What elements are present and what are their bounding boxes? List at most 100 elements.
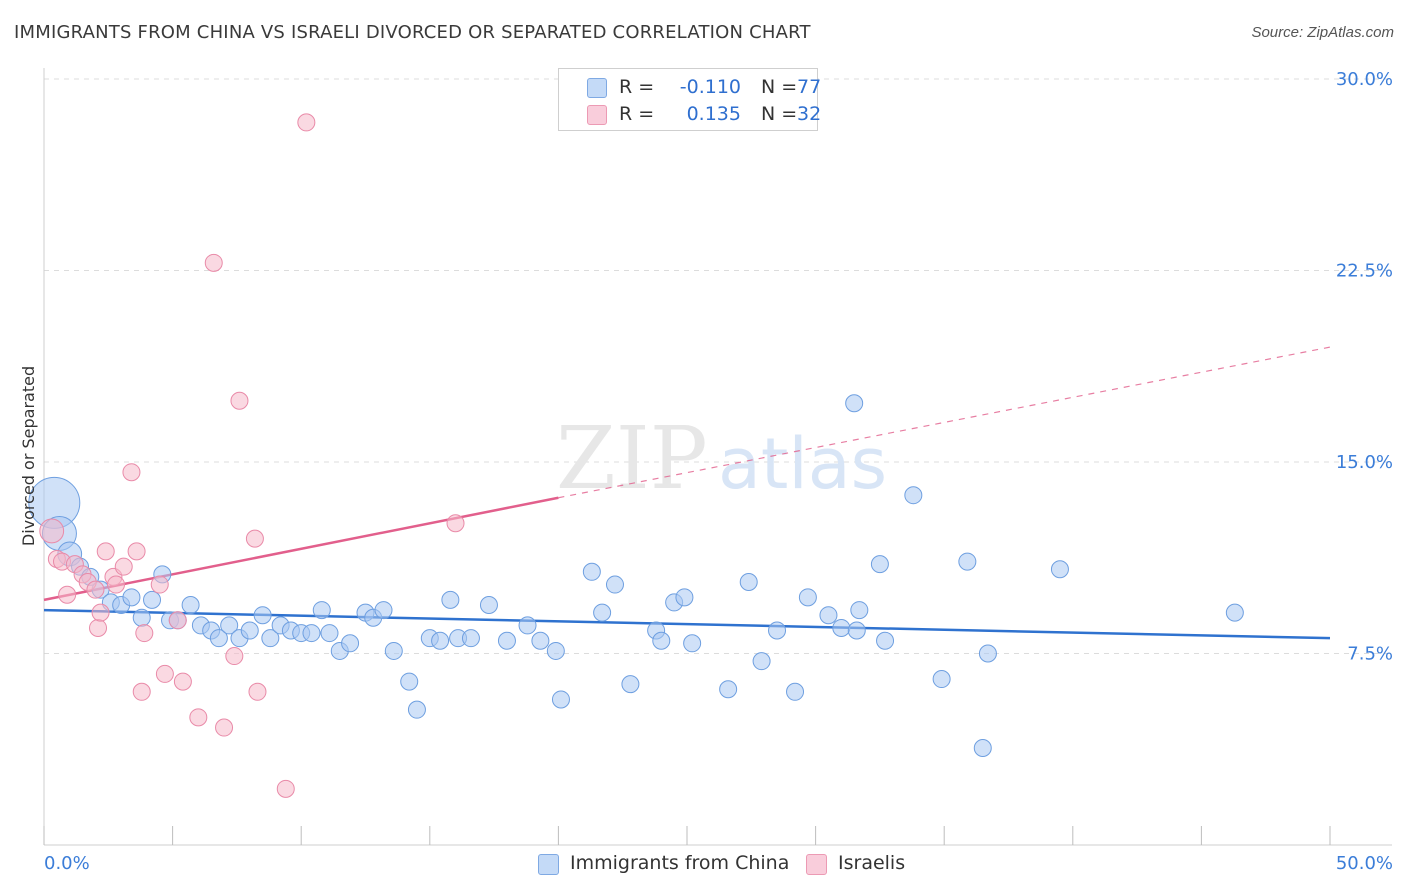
china-data-point xyxy=(220,616,239,635)
watermark-atlas: atlas xyxy=(718,423,887,505)
china-data-point xyxy=(531,631,550,650)
watermark: ZIP atlas xyxy=(556,409,887,509)
israelis-data-point xyxy=(155,664,174,683)
bottom-legend-label-china: Immigrants from China xyxy=(570,852,790,874)
watermark-zip: ZIP xyxy=(556,409,708,509)
china-data-point xyxy=(958,552,977,571)
israelis-data-point xyxy=(89,618,108,637)
china-data-point xyxy=(407,700,426,719)
legend-swatch-china xyxy=(587,78,607,98)
china-data-point xyxy=(400,672,419,691)
china-data-point xyxy=(1050,560,1069,579)
china-data-point xyxy=(431,631,450,650)
legend-r-label: R = xyxy=(619,103,655,125)
israelis-data-point xyxy=(446,514,465,533)
china-data-point xyxy=(978,644,997,663)
china-data-point xyxy=(652,631,671,650)
bottom-legend-swatch-china xyxy=(538,854,559,875)
israelis-data-point xyxy=(297,113,316,132)
israelis-data-point xyxy=(127,542,146,561)
israelis-data-point xyxy=(189,708,208,727)
x-tick-label: 0.0% xyxy=(44,853,90,874)
israelis-data-point xyxy=(132,682,151,701)
china-data-point xyxy=(850,601,869,620)
y-tick-label: 15.0% xyxy=(1336,452,1393,473)
china-data-point xyxy=(143,590,162,609)
china-data-point xyxy=(312,601,331,620)
legend-n-value: 32 xyxy=(797,103,822,125)
israelis-data-point xyxy=(114,557,133,576)
x-tick-label: 50.0% xyxy=(1336,853,1393,874)
legend-n-label: N = xyxy=(761,76,798,98)
china-data-point xyxy=(384,641,403,660)
source-note: Source: ZipAtlas.com xyxy=(1251,24,1394,41)
israelis-data-point xyxy=(204,253,223,272)
china-data-point xyxy=(122,588,141,607)
china-data-point xyxy=(479,595,498,614)
china-data-point xyxy=(683,634,702,653)
china-data-point xyxy=(518,616,537,635)
israelis-data-point xyxy=(135,624,154,643)
y-tick-label: 22.5% xyxy=(1336,261,1393,282)
legend-n-value: 77 xyxy=(797,76,822,98)
trend-line xyxy=(43,496,559,602)
china-data-point xyxy=(461,629,480,648)
china-data-point xyxy=(719,680,738,699)
china-data-point xyxy=(441,590,460,609)
china-data-point xyxy=(768,621,787,640)
china-data-point xyxy=(752,652,771,671)
china-data-point xyxy=(621,675,640,694)
israelis-data-point xyxy=(107,575,126,594)
bottom-legend-israelis: Israelis xyxy=(806,852,926,876)
china-data-point xyxy=(832,618,851,637)
grid-lines xyxy=(44,78,1392,654)
israelis-data-point xyxy=(96,542,115,561)
china-data-point xyxy=(786,682,805,701)
china-data-point xyxy=(551,690,570,709)
legend-n-label: N = xyxy=(761,103,798,125)
china-data-point xyxy=(870,555,889,574)
bottom-legend-label-israelis: Israelis xyxy=(838,852,906,874)
israelis-data-point xyxy=(225,647,244,666)
chart-title: IMMIGRANTS FROM CHINA VS ISRAELI DIVORCE… xyxy=(14,22,811,43)
china-data-point xyxy=(593,603,612,622)
china-data-point xyxy=(845,394,864,413)
china-data-point xyxy=(132,608,151,627)
israelis-data-point xyxy=(215,718,234,737)
china-data-point xyxy=(819,606,838,625)
israelis-data-point xyxy=(150,575,169,594)
china-data-point xyxy=(973,738,992,757)
data-points xyxy=(28,113,1244,798)
china-data-point xyxy=(302,624,321,643)
israelis-data-point xyxy=(39,518,65,544)
china-data-point xyxy=(240,621,259,640)
israelis-data-point xyxy=(245,529,264,548)
china-data-point xyxy=(209,629,228,648)
israelis-data-point xyxy=(173,672,192,691)
israelis-data-point xyxy=(86,580,105,599)
china-data-point xyxy=(582,562,601,581)
china-data-point xyxy=(1225,603,1244,622)
legend-r-label: R = xyxy=(619,76,655,98)
china-data-point xyxy=(341,634,360,653)
correlation-legend: R = -0.110 N = 77 R = 0.135 N = 32 xyxy=(558,68,822,131)
china-data-point xyxy=(932,670,951,689)
israelis-data-point xyxy=(276,779,295,798)
israelis-data-point xyxy=(248,682,267,701)
china-data-point xyxy=(181,595,200,614)
israelis-data-point xyxy=(58,585,77,604)
bottom-legend-china: Immigrants from China xyxy=(538,852,790,876)
israelis-data-point xyxy=(122,463,141,482)
china-data-point xyxy=(374,601,393,620)
china-data-point xyxy=(253,606,272,625)
china-data-point xyxy=(497,631,516,650)
y-tick-label: 30.0% xyxy=(1336,69,1393,90)
china-data-point xyxy=(876,631,895,650)
tick-labels: 7.5% 15.0% 22.5% 30.0% 0.0% 50.0% xyxy=(44,69,1393,874)
china-data-point xyxy=(261,629,280,648)
china-data-point xyxy=(798,588,817,607)
china-data-point xyxy=(904,486,923,505)
china-data-point xyxy=(739,573,758,592)
legend-r-value: 0.135 xyxy=(686,103,741,125)
